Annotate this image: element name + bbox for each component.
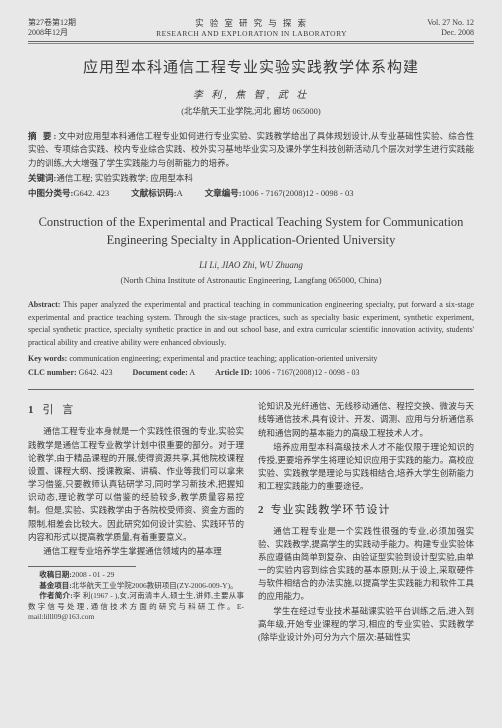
authors-en: LI Li, JIAO Zhi, WU Zhuang: [28, 259, 474, 272]
section-2-heading: 2 专业实践教学环节设计: [258, 502, 474, 519]
doc-code-en-label: Document code:: [132, 368, 187, 377]
affiliation-cn: (北华航天工业学院,河北 廊坊 065000): [28, 106, 474, 118]
doc-code-cn-label: 文献标识码:: [131, 188, 176, 198]
clc-cn: G642. 423: [73, 188, 109, 198]
title-en: Construction of the Experimental and Pra…: [28, 214, 474, 249]
clc-en: G642. 423: [79, 368, 113, 377]
section-2-para-1: 通信工程专业是一个实践性很强的专业,必须加强实验、实践教学,提高学生的实践动手能…: [258, 525, 474, 604]
column-right: 论知识及光纤通信、无线移动通信、程控交换、微波与天线等通信技术,具有设计、开发、…: [258, 400, 474, 645]
authors-cn: 李 利, 焦 智, 武 壮: [28, 89, 474, 103]
doc-code-en: A: [189, 368, 195, 377]
journal-name-cn: 实 验 室 研 究 与 探 索: [76, 18, 427, 29]
keywords-en-line: Key words: communication engineering; ex…: [28, 353, 474, 364]
clc-en-label: CLC number:: [28, 368, 77, 377]
section-1-para-2: 通信工程专业培养学生掌握通信领域内的基本理: [28, 545, 244, 558]
col2-para-1: 论知识及光纤通信、无线移动通信、程控交换、微波与天线等通信技术,具有设计、开发、…: [258, 400, 474, 440]
foot-received-label: 收稿日期:: [39, 570, 72, 579]
vol-issue-cn: 第27卷第12期: [28, 18, 76, 28]
header-rule-thin: [28, 43, 474, 44]
abstract-cn-text: 文中对应用型本科通信工程专业如何进行专业实验、实践教学给出了具体规划设计,从专业…: [28, 131, 474, 168]
keywords-cn-text: 通信工程; 实验实践教学; 应用型本科: [56, 173, 192, 183]
clc-cn-label: 中图分类号:: [28, 188, 73, 198]
article-id-cn: 1006 - 7167(2008)12 - 0098 - 03: [242, 188, 354, 198]
keywords-cn-line: 关键词:通信工程; 实验实践教学; 应用型本科: [28, 173, 474, 185]
foot-received-date: 2008 - 01 - 29: [72, 570, 115, 579]
section-2-para-2: 学生在经过专业技术基础课实验平台训练之后,进入到高年级,开始专业课程的学习,相应…: [258, 605, 474, 645]
vol-en: Vol. 27 No. 12: [427, 18, 474, 28]
body-columns: 1 引 言 通信工程专业本身就是一个实践性很强的专业,实验实践教学是通信工程专业教…: [28, 400, 474, 645]
body-rule: [28, 389, 474, 390]
col2-para-2: 培养应用型本科高级技术人才不能仅限于理论知识的传授,更要培养学生将理论知识应用于…: [258, 441, 474, 494]
section-1-num: 1: [28, 404, 37, 416]
article-id-en-label: Article ID:: [215, 368, 252, 377]
header-right: Vol. 27 No. 12 Dec. 2008: [427, 18, 474, 39]
header-rule-thick: [28, 41, 474, 42]
keywords-en-text: communication engineering; experimental …: [69, 354, 377, 363]
abstract-cn-label: 摘 要:: [28, 131, 58, 141]
footnote-rule: [28, 566, 136, 567]
section-1-heading: 1 引 言: [28, 402, 244, 419]
header-left: 第27卷第12期 2008年12月: [28, 18, 76, 39]
foot-author-label: 作者简介:: [39, 591, 73, 600]
header-center: 实 验 室 研 究 与 探 索 RESEARCH AND EXPLORATION…: [76, 18, 427, 39]
keywords-en-label: Key words:: [28, 354, 67, 363]
section-1-title: 引 言: [43, 404, 77, 416]
classification-cn-line: 中图分类号:G642. 423 文献标识码:A 文章编号:1006 - 7167…: [28, 188, 474, 200]
foot-fund-text: 北华航天工业学院2006教研项目(ZY-2006-009-Y)。: [72, 581, 238, 590]
affiliation-en: (North China Institute of Astronautic En…: [28, 275, 474, 287]
section-1-para-1: 通信工程专业本身就是一个实践性很强的专业,实验实践教学是通信工程专业教学计划中很…: [28, 425, 244, 544]
abstract-en-block: Abstract: This paper analyzed the experi…: [28, 299, 474, 350]
column-left: 1 引 言 通信工程专业本身就是一个实践性很强的专业,实验实践教学是通信工程专业教…: [28, 400, 244, 645]
footnote-block: 收稿日期:2008 - 01 - 29 基金项目:北华航天工业学院2006教研项…: [28, 570, 244, 623]
doc-code-cn: A: [177, 188, 183, 198]
date-en: Dec. 2008: [427, 28, 474, 38]
abstract-en-label: Abstract:: [28, 300, 60, 309]
keywords-cn-label: 关键词:: [28, 173, 56, 183]
abstract-en-text: This paper analyzed the experimental and…: [28, 300, 474, 347]
section-2-title: 专业实践教学环节设计: [271, 504, 391, 516]
abstract-cn-block: 摘 要:文中对应用型本科通信工程专业如何进行专业实验、实践教学给出了具体规划设计…: [28, 130, 474, 171]
foot-fund-label: 基金项目:: [39, 581, 72, 590]
date-cn: 2008年12月: [28, 28, 76, 38]
article-id-en: 1006 - 7167(2008)12 - 0098 - 03: [254, 368, 359, 377]
journal-name-en: RESEARCH AND EXPLORATION IN LABORATORY: [76, 29, 427, 39]
classification-en-line: CLC number: G642. 423 Document code: A A…: [28, 367, 474, 378]
title-cn: 应用型本科通信工程专业实验实践教学体系构建: [28, 58, 474, 79]
article-id-cn-label: 文章编号:: [205, 188, 242, 198]
journal-header: 第27卷第12期 2008年12月 实 验 室 研 究 与 探 索 RESEAR…: [28, 18, 474, 39]
section-2-num: 2: [258, 504, 265, 516]
